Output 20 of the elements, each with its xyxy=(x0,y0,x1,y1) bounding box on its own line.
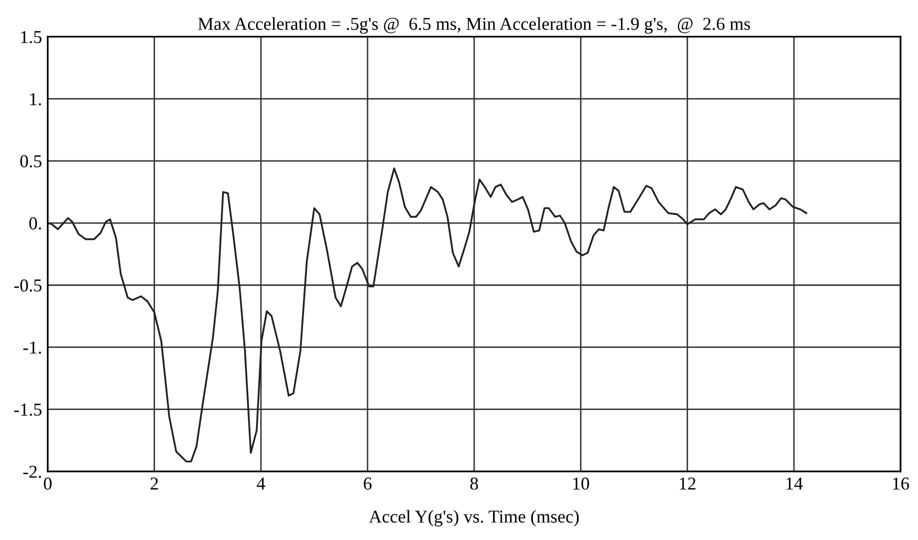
y-tick-label: 0. xyxy=(29,217,41,230)
y-tick-label: -2. xyxy=(23,466,41,478)
x-tick-label: 0 xyxy=(44,477,52,490)
x-tick-label: 14 xyxy=(786,478,803,490)
y-tick-label: 0.5 xyxy=(20,155,42,168)
x-axis-title: Accel Y(g's) vs. Time (msec) xyxy=(368,510,579,526)
line-series xyxy=(48,167,808,462)
y-tick-label: -1.5 xyxy=(14,404,42,416)
x-tick-label: 6 xyxy=(364,478,372,490)
chart-title: Max Acceleration = .5g's @ 6.5 ms, Min Acceleration = -1.9 g's, @ 2.6 ms xyxy=(198,17,750,34)
x-tick-label: 4 xyxy=(256,478,266,490)
y-tick-label: 1. xyxy=(30,93,41,106)
y-tick-label: -0.5 xyxy=(14,279,42,292)
x-tick-label: 10 xyxy=(573,477,590,490)
y-tick-label: 1.5 xyxy=(21,31,42,44)
x-tick-label: 16 xyxy=(893,478,910,490)
x-tick-label: 12 xyxy=(680,478,696,490)
x-tick-label: 8 xyxy=(470,477,478,490)
x-tick-label: 2 xyxy=(150,478,158,490)
y-tick-label: -1. xyxy=(23,342,41,354)
